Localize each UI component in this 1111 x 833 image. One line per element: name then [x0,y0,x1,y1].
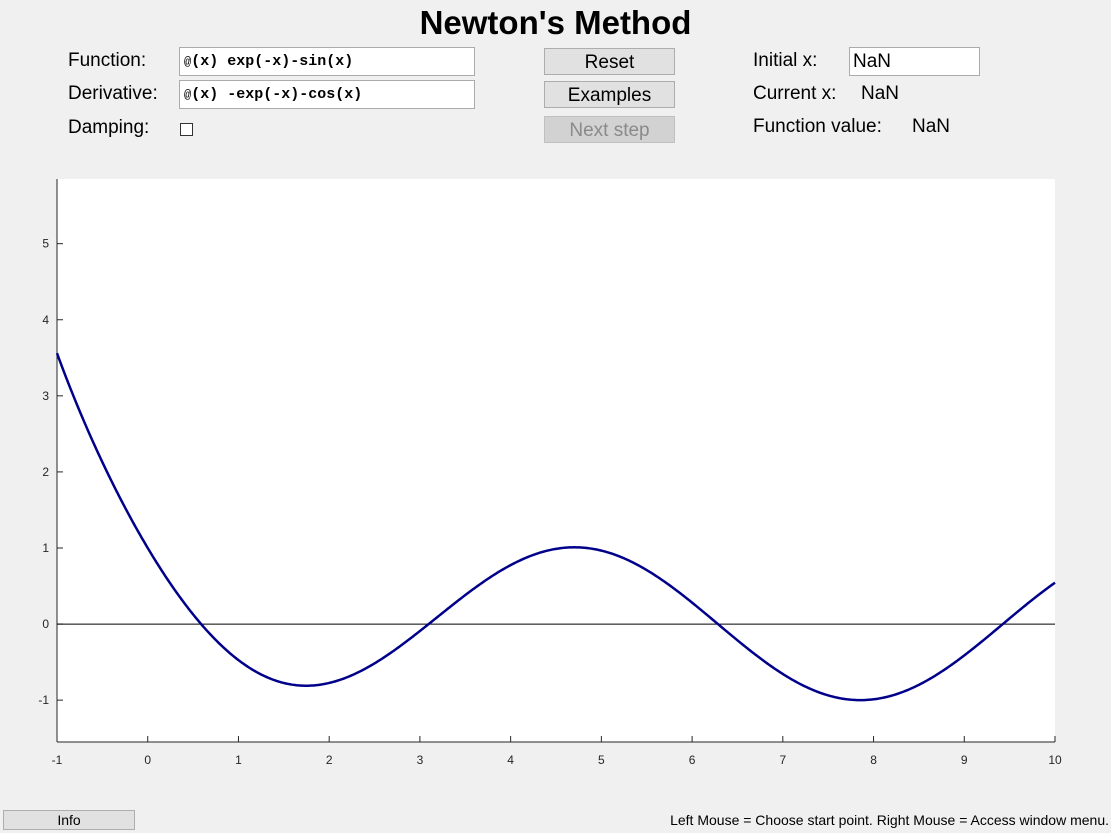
x-tick-label: -1 [52,753,63,767]
y-tick-label: 1 [42,541,49,555]
y-tick-label: 5 [42,237,49,251]
function-handle-prefix: @ [184,55,192,69]
status-hint: Left Mouse = Choose start point. Right M… [670,812,1109,828]
function-value-value: NaN [912,116,951,137]
x-tick-label: 1 [235,753,242,767]
function-curve [55,352,1056,702]
x-tick-label: 6 [689,753,696,767]
next-step-button[interactable]: Next step [544,116,675,143]
derivative-handle-prefix: @ [184,88,192,102]
function-plot[interactable]: -1 0 1 2 3 4 5 6 7 8 9 10 -1 0 1 2 3 4 5 [0,0,1111,800]
reset-button[interactable]: Reset [544,48,675,75]
y-tick-label: 3 [42,389,49,403]
current-x-value: NaN [861,83,900,104]
x-tick-label: 7 [779,753,786,767]
function-input-value: (x) exp(-x)-sin(x) [191,53,354,70]
derivative-input-value: (x) -exp(-x)-cos(x) [191,86,363,103]
derivative-label: Derivative: [68,83,158,104]
current-x-label: Current x: [753,83,837,104]
x-tick-label: 0 [144,753,151,767]
x-tick-label: 8 [870,753,877,767]
damping-checkbox[interactable] [180,123,193,136]
function-input[interactable]: @(x) exp(-x)-sin(x) [179,47,475,76]
plot-axes [56,179,1055,743]
y-tick-label: 2 [42,465,49,479]
initial-x-input[interactable]: NaN [849,47,980,76]
y-tick-label: -1 [38,693,49,707]
damping-label: Damping: [68,117,150,138]
plot-area[interactable] [57,179,1055,742]
page-title: Newton's Method [419,4,692,41]
x-tick-label: 2 [326,753,333,767]
x-tick-label: 4 [507,753,514,767]
x-tick-label: 5 [598,753,605,767]
examples-button[interactable]: Examples [544,81,675,108]
x-tick-label: 9 [961,753,968,767]
plot-ticks: -1 0 1 2 3 4 5 6 7 8 9 10 -1 0 1 2 3 4 5 [38,237,1062,767]
derivative-input[interactable]: @(x) -exp(-x)-cos(x) [179,80,475,109]
initial-x-label: Initial x: [753,50,818,71]
y-tick-label: 0 [42,617,49,631]
function-value-label: Function value: [753,116,882,137]
x-tick-label: 10 [1048,753,1062,767]
function-label: Function: [68,50,147,71]
x-tick-label: 3 [417,753,424,767]
info-button[interactable]: Info [3,810,135,830]
y-tick-label: 4 [42,313,49,327]
